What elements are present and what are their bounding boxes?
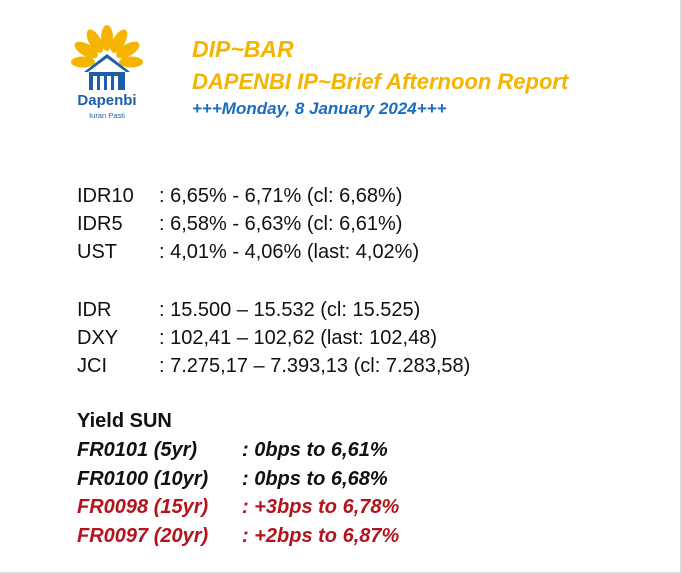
rate-label: UST: [77, 241, 117, 263]
yield-row: FR0097 (20yr) : +2bps to 6,87%: [77, 522, 399, 551]
report-date: +++Monday, 8 January 2024+++: [192, 99, 447, 118]
market-value: : 7.275,17 – 7.393,13 (cl: 7.283,58): [159, 355, 471, 377]
yield-label: FR0101 (5yr): [77, 439, 198, 461]
report-subtitle: DAPENBI IP~Brief Afternoon Report: [192, 69, 569, 94]
report-header: DIP~BAR DAPENBI IP~Brief Afternoon Repor…: [192, 34, 568, 121]
yield-label: FR0097 (20yr): [77, 524, 209, 547]
rate-value: : 6,58% - 6,63% (cl: 6,61%): [159, 213, 403, 235]
yield-value: : +2bps to 6,87%: [242, 524, 400, 547]
yield-row: FR0100 (10yr) : 0bps to 6,68%: [77, 465, 388, 494]
yield-label: FR0098 (15yr): [77, 496, 209, 518]
yield-row: FR0098 (15yr) : +3bps to 6,78%: [77, 493, 399, 522]
report-title: DIP~BAR: [192, 36, 294, 62]
logo-name: Dapenbi: [77, 92, 137, 109]
yield-value: : +3bps to 6,78%: [242, 496, 400, 518]
logo-tagline: Iuran Pasti: [89, 111, 125, 120]
yield-label: FR0100 (10yr): [77, 467, 209, 490]
rate-label: IDR5: [77, 213, 123, 235]
yield-value: : 0bps to 6,68%: [242, 467, 388, 490]
yield-value: : 0bps to 6,61%: [242, 439, 388, 461]
sunflower-house-icon: [71, 25, 143, 90]
market-value: : 102,41 – 102,62 (last: 102,48): [159, 327, 437, 349]
yield-row: FR0101 (5yr) : 0bps to 6,61%: [77, 436, 388, 465]
market-label: IDR: [77, 299, 112, 321]
market-label: DXY: [77, 327, 119, 349]
rate-value: : 4,01% - 4,06% (last: 4,02%): [159, 241, 420, 263]
market-label: JCI: [77, 355, 107, 377]
rate-value: : 6,65% - 6,71% (cl: 6,68%): [159, 185, 403, 207]
yield-sun-block: Yield SUN FR0101 (5yr) : 0bps to 6,61% F…: [77, 406, 399, 551]
rate-label: IDR10: [77, 185, 134, 207]
market-value: : 15.500 – 15.532 (cl: 15.525): [159, 299, 421, 321]
yield-heading: Yield SUN: [77, 410, 172, 432]
dapenbi-logo: Dapenbi Iuran Pasti: [44, 24, 174, 124]
